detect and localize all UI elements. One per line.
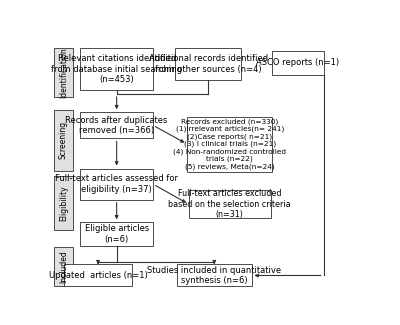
Text: Full-text articles excluded
based on the selection criteria
(n=31): Full-text articles excluded based on the… <box>168 189 291 219</box>
Text: Full-text articles assessed for
eligibility (n=37): Full-text articles assessed for eligibil… <box>55 175 178 194</box>
FancyBboxPatch shape <box>54 110 73 171</box>
Text: Identification: Identification <box>59 47 68 98</box>
FancyBboxPatch shape <box>54 176 73 230</box>
Text: Updated  articles (n=1): Updated articles (n=1) <box>49 271 148 280</box>
Text: Records after duplicates
removed (n=366): Records after duplicates removed (n=366) <box>66 116 168 135</box>
Text: Eligible articles
(n=6): Eligible articles (n=6) <box>84 225 149 244</box>
FancyBboxPatch shape <box>64 265 132 287</box>
FancyBboxPatch shape <box>177 265 252 287</box>
FancyBboxPatch shape <box>54 247 73 286</box>
FancyBboxPatch shape <box>80 222 153 246</box>
Text: ASCO reports (n=1): ASCO reports (n=1) <box>256 58 340 67</box>
FancyBboxPatch shape <box>80 168 153 200</box>
FancyBboxPatch shape <box>54 48 73 97</box>
FancyBboxPatch shape <box>80 48 153 90</box>
Text: Studies included in quantitative
synthesis (n=6): Studies included in quantitative synthes… <box>147 266 281 285</box>
Text: Included: Included <box>59 250 68 283</box>
FancyBboxPatch shape <box>175 48 242 80</box>
Text: Additional records identified
from other sources (n=4): Additional records identified from other… <box>148 54 268 74</box>
Text: Records excluded (n=330)
(1)Irrelevant articles(n= 241)
(2)Case reports( n=21)
(: Records excluded (n=330) (1)Irrelevant a… <box>173 118 286 170</box>
Text: Eligibility: Eligibility <box>59 185 68 221</box>
FancyBboxPatch shape <box>80 112 153 138</box>
Text: Screening: Screening <box>59 121 68 160</box>
FancyBboxPatch shape <box>272 51 324 75</box>
Text: Relevant citations identified
from database initial searching
(n=453): Relevant citations identified from datab… <box>51 54 182 84</box>
FancyBboxPatch shape <box>187 117 272 172</box>
FancyBboxPatch shape <box>189 190 271 218</box>
